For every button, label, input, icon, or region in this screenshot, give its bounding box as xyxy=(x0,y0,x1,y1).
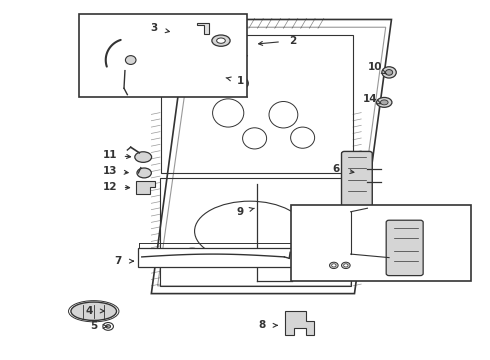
Text: 8: 8 xyxy=(258,320,266,330)
Polygon shape xyxy=(285,311,314,335)
Text: 9: 9 xyxy=(237,207,244,217)
Text: 1: 1 xyxy=(237,76,244,86)
Ellipse shape xyxy=(377,98,392,107)
Ellipse shape xyxy=(342,262,350,269)
Bar xyxy=(79,14,247,97)
Text: 6: 6 xyxy=(333,165,340,174)
Text: 7: 7 xyxy=(114,256,122,266)
Ellipse shape xyxy=(332,264,336,267)
Polygon shape xyxy=(136,181,155,194)
Text: 4: 4 xyxy=(85,306,93,315)
Text: 14: 14 xyxy=(363,94,377,104)
Ellipse shape xyxy=(125,56,136,64)
FancyBboxPatch shape xyxy=(342,152,372,207)
Bar xyxy=(161,35,353,173)
Ellipse shape xyxy=(382,67,396,78)
Text: 11: 11 xyxy=(103,150,118,160)
FancyBboxPatch shape xyxy=(386,220,423,276)
Ellipse shape xyxy=(106,325,111,328)
Ellipse shape xyxy=(329,262,338,269)
Text: 5: 5 xyxy=(90,321,98,332)
Ellipse shape xyxy=(343,264,348,267)
Ellipse shape xyxy=(380,100,388,105)
Text: 10: 10 xyxy=(368,62,382,72)
Ellipse shape xyxy=(203,67,248,90)
Ellipse shape xyxy=(135,152,151,162)
Ellipse shape xyxy=(386,69,392,75)
Ellipse shape xyxy=(103,323,113,330)
Text: 12: 12 xyxy=(103,182,118,192)
Bar xyxy=(138,248,292,267)
Ellipse shape xyxy=(137,168,151,178)
Ellipse shape xyxy=(217,38,225,43)
Text: 3: 3 xyxy=(150,23,157,33)
Bar xyxy=(291,205,471,280)
Ellipse shape xyxy=(212,35,230,46)
Ellipse shape xyxy=(71,302,117,320)
Text: 13: 13 xyxy=(103,166,118,176)
Polygon shape xyxy=(197,23,209,33)
Bar xyxy=(160,178,351,286)
Text: 2: 2 xyxy=(290,36,296,46)
